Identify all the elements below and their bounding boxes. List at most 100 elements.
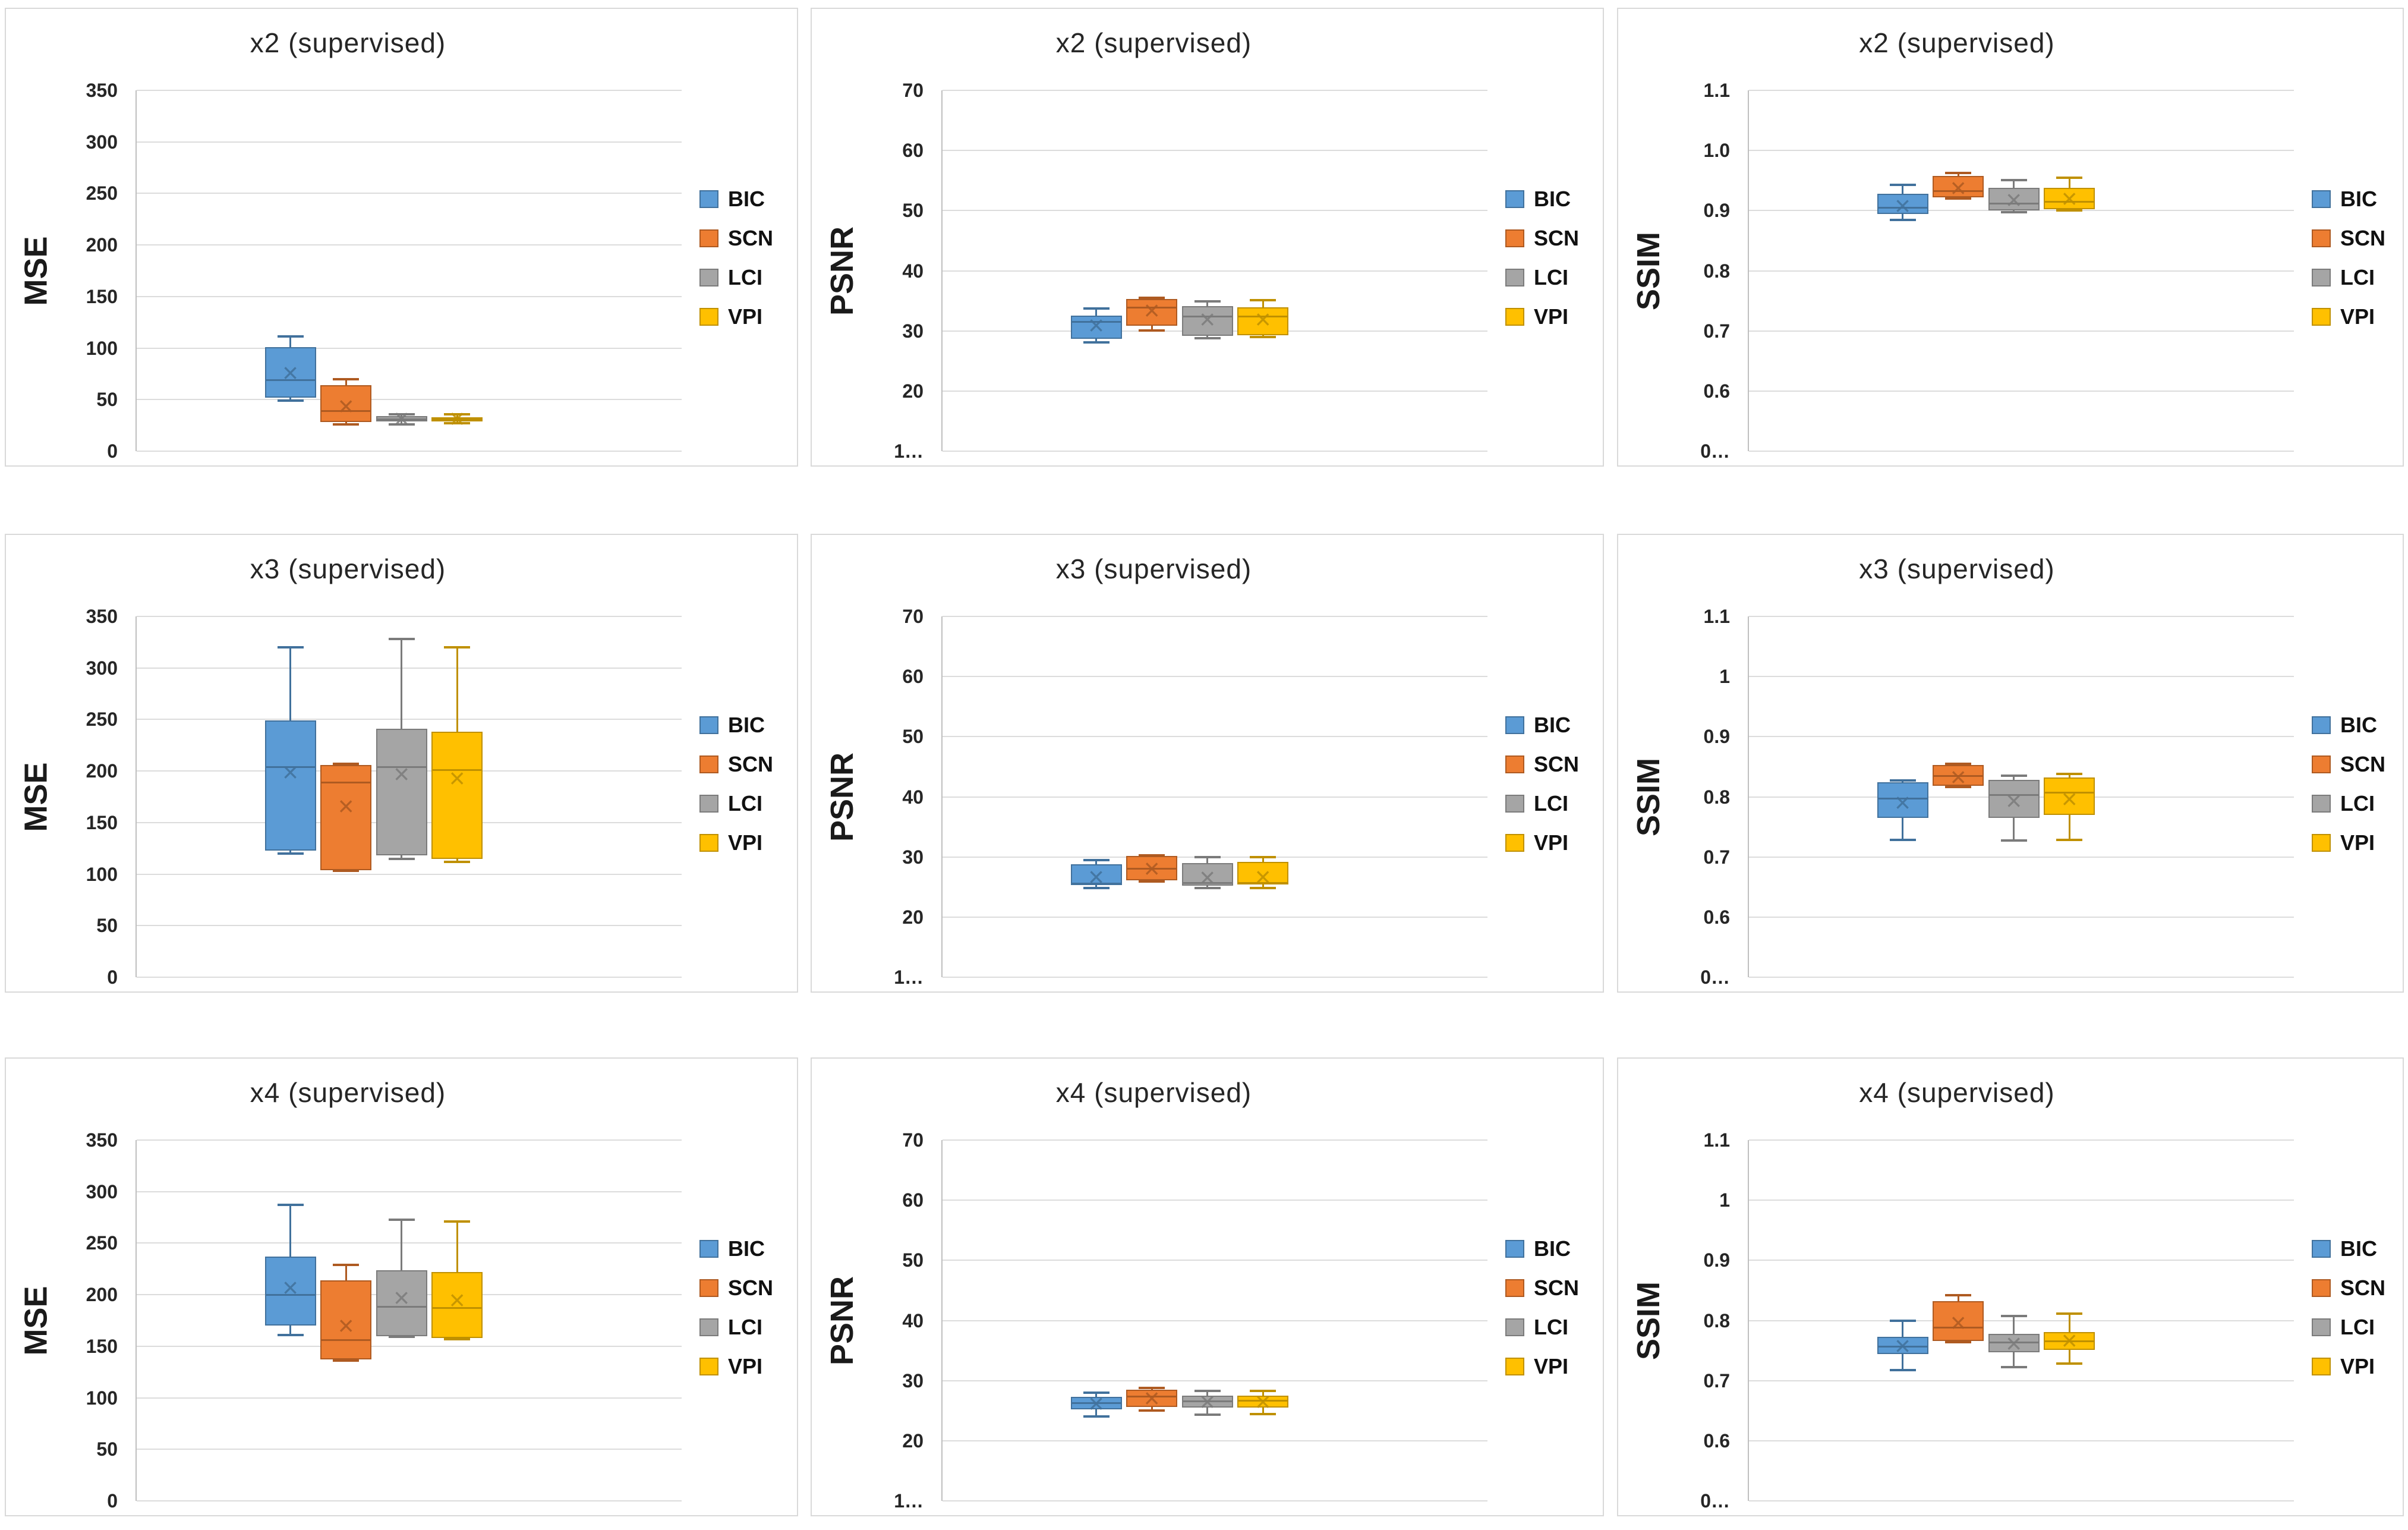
legend-item-vpi: VPI bbox=[699, 1347, 773, 1386]
whisker-cap-max bbox=[2056, 1312, 2083, 1315]
gridline bbox=[943, 977, 1487, 978]
whisker-cap-min bbox=[1139, 880, 1165, 883]
legend-swatch-vpi bbox=[1505, 308, 1524, 326]
legend-item-vpi: VPI bbox=[1505, 297, 1579, 336]
median-line bbox=[1237, 882, 1289, 884]
chart-panel-x3-ssim: x3 (supervised) SSIM 1.110.90.80.70.60…×… bbox=[1617, 534, 2404, 993]
legend-swatch-scn bbox=[699, 229, 718, 247]
box-vpi bbox=[1237, 1395, 1289, 1408]
legend-item-scn: SCN bbox=[699, 1268, 773, 1308]
whisker-cap-min bbox=[2000, 839, 2027, 842]
legend: BIC SCN LCI VPI bbox=[2312, 180, 2385, 336]
y-tick-label: 1… bbox=[894, 1490, 924, 1512]
legend-item-vpi: VPI bbox=[2312, 297, 2385, 336]
legend-label: LCI bbox=[728, 265, 762, 289]
chart-panel-x2-ssim: x2 (supervised) SSIM 1.1 1.0 0.9 0.8 0.7 0.6 0… bbox=[1617, 8, 2404, 467]
y-tick-label: 50 bbox=[96, 389, 118, 411]
legend: BIC SCN LCI VPI bbox=[1505, 706, 1579, 862]
whisker-cap-min bbox=[2056, 1362, 2083, 1365]
whisker-cap-min bbox=[444, 860, 471, 863]
gridline bbox=[943, 916, 1487, 918]
y-tick-label: 0.8 bbox=[1703, 1309, 1730, 1331]
y-tick-label: 1.0 bbox=[1703, 140, 1730, 162]
legend-item-lci: LCI bbox=[1505, 258, 1579, 297]
whisker-upper bbox=[2013, 1316, 2015, 1334]
gridline bbox=[1749, 1139, 2294, 1141]
legend-label: LCI bbox=[1534, 791, 1568, 816]
median-line bbox=[1933, 190, 1984, 193]
legend-swatch-bic bbox=[1505, 1240, 1524, 1258]
whisker-upper bbox=[1095, 860, 1098, 864]
gridline bbox=[137, 1500, 682, 1501]
legend-swatch-vpi bbox=[699, 308, 718, 326]
whisker-cap-min bbox=[1250, 1413, 1277, 1416]
median-line bbox=[1181, 1400, 1233, 1402]
gridline bbox=[1749, 676, 2294, 678]
whisker-lower bbox=[1262, 884, 1264, 889]
median-line bbox=[431, 1307, 483, 1309]
legend-swatch-scn bbox=[1505, 755, 1524, 773]
y-tick-label: 60 bbox=[902, 666, 924, 688]
legend-item-scn: SCN bbox=[1505, 745, 1579, 784]
whisker-cap-min bbox=[388, 1336, 415, 1339]
whisker-upper bbox=[1262, 857, 1264, 862]
legend-label: BIC bbox=[728, 713, 765, 737]
legend-swatch-scn bbox=[2312, 1279, 2331, 1297]
chart-panel-x3-mse: x3 (supervised) MSE 350 300 250 200 150 100 50… bbox=[5, 534, 798, 993]
legend-label: SCN bbox=[728, 1276, 774, 1300]
box-bic bbox=[264, 347, 316, 398]
y-tick-label: 350 bbox=[86, 606, 118, 627]
legend-label: SCN bbox=[1534, 1276, 1580, 1300]
box-scn bbox=[320, 1280, 372, 1360]
legend-swatch-lci bbox=[699, 1318, 718, 1336]
whisker-upper bbox=[1902, 1320, 1904, 1337]
gridline bbox=[1749, 451, 2294, 452]
whisker-cap-max bbox=[2056, 176, 2083, 179]
legend-swatch-bic bbox=[2312, 1240, 2331, 1258]
y-tick-label: 250 bbox=[86, 709, 118, 731]
legend: BIC SCN LCI VPI bbox=[1505, 180, 1579, 336]
y-tick-label: 0… bbox=[1700, 1490, 1730, 1512]
median-line bbox=[431, 418, 483, 420]
gridline bbox=[1749, 90, 2294, 91]
legend-label: VPI bbox=[728, 830, 763, 855]
box-vpi bbox=[431, 732, 483, 859]
whisker-lower bbox=[1095, 1409, 1098, 1417]
legend-item-vpi: VPI bbox=[2312, 823, 2385, 862]
gridline bbox=[137, 1139, 682, 1141]
legend-swatch-lci bbox=[2312, 1318, 2331, 1336]
median-line bbox=[376, 766, 427, 768]
legend-swatch-bic bbox=[1505, 716, 1524, 734]
y-tick-label: 0 bbox=[107, 440, 118, 462]
median-line bbox=[1126, 1396, 1178, 1398]
gridline bbox=[1749, 390, 2294, 392]
whisker-upper bbox=[2013, 776, 2015, 780]
gridline bbox=[137, 616, 682, 617]
y-tick-label: 20 bbox=[902, 380, 924, 402]
y-tick-label: 0.9 bbox=[1703, 200, 1730, 222]
legend-swatch-vpi bbox=[1505, 834, 1524, 852]
legend-item-lci: LCI bbox=[699, 784, 773, 823]
median-line bbox=[2044, 1340, 2095, 1343]
y-tick-label: 1… bbox=[894, 967, 924, 988]
whisker-cap-max bbox=[1250, 1389, 1277, 1392]
legend-swatch-lci bbox=[2312, 795, 2331, 813]
whisker-cap-min bbox=[1889, 839, 1916, 842]
gridline bbox=[1749, 1200, 2294, 1201]
y-tick-label: 40 bbox=[902, 1309, 924, 1331]
chart-title: x4 (supervised) bbox=[1859, 1077, 2055, 1108]
legend-swatch-vpi bbox=[2312, 1358, 2331, 1375]
whisker-cap-max bbox=[333, 377, 360, 380]
chart-title: x2 (supervised) bbox=[1859, 27, 2055, 58]
y-tick-label: 150 bbox=[86, 1335, 118, 1357]
y-tick-label: 100 bbox=[86, 337, 118, 359]
gridline bbox=[1749, 916, 2294, 918]
legend-swatch-bic bbox=[1505, 190, 1524, 208]
legend-label: VPI bbox=[1534, 304, 1569, 329]
y-tick-label: 200 bbox=[86, 234, 118, 256]
box-lci bbox=[1988, 187, 2040, 211]
